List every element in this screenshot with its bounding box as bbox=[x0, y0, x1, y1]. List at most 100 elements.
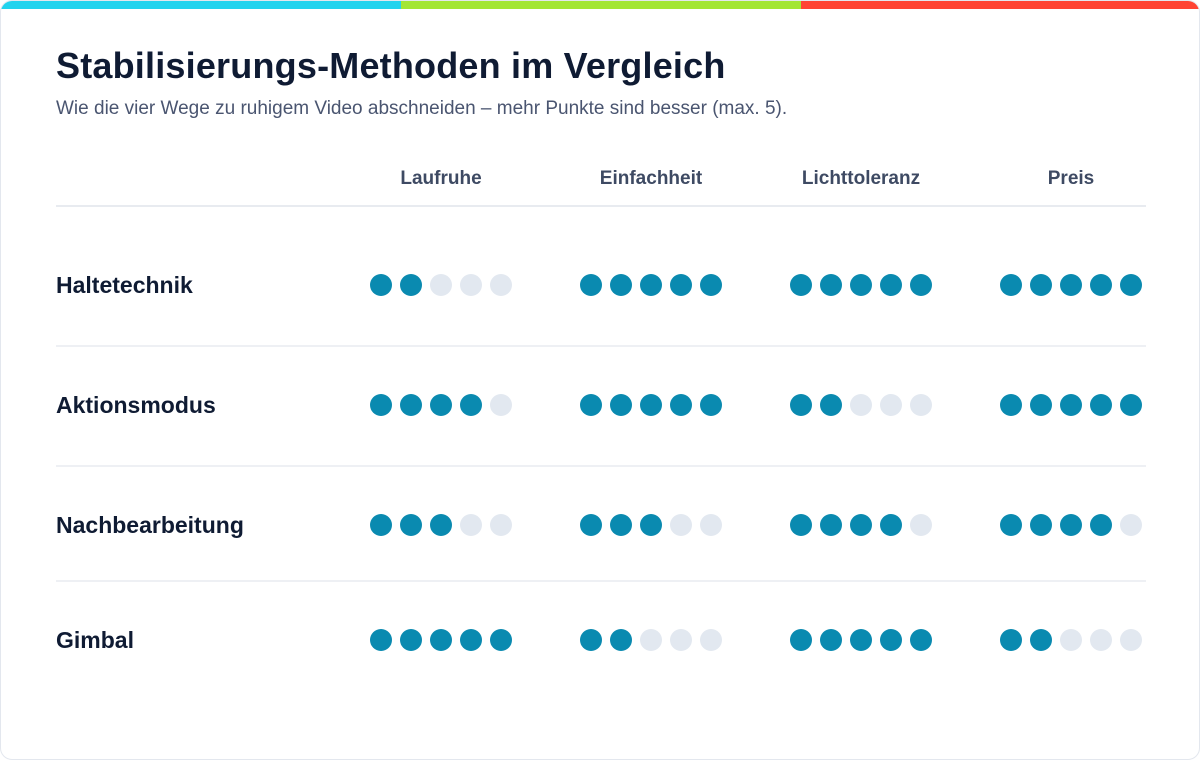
rating-dot-filled bbox=[400, 514, 422, 536]
rating-dot-filled bbox=[880, 514, 902, 536]
rating-einfachheit bbox=[546, 629, 756, 653]
page-subtitle: Wie die vier Wege zu ruhigem Video absch… bbox=[56, 98, 788, 119]
rating-dot-empty bbox=[670, 514, 692, 536]
rating-dot-filled bbox=[1060, 394, 1082, 416]
rating-dot-filled bbox=[820, 274, 842, 296]
accent-segment-red bbox=[801, 1, 1199, 9]
rating-dot-filled bbox=[460, 394, 482, 416]
column-header-laufruhe: Laufruhe bbox=[400, 168, 482, 189]
table-row: Gimbal bbox=[56, 582, 1146, 697]
rating-dot-filled bbox=[370, 274, 392, 296]
rating-dot-filled bbox=[580, 514, 602, 536]
rating-dot-filled bbox=[910, 274, 932, 296]
rating-dot-filled bbox=[610, 274, 632, 296]
rating-lichttoleranz bbox=[756, 514, 966, 538]
rating-dot-filled bbox=[670, 394, 692, 416]
rating-dot-empty bbox=[850, 394, 872, 416]
rating-dot-empty bbox=[700, 629, 722, 651]
rating-dot-filled bbox=[880, 629, 902, 651]
rating-dot-filled bbox=[1090, 514, 1112, 536]
rating-dot-filled bbox=[1090, 274, 1112, 296]
table-row: Haltetechnik bbox=[56, 207, 1146, 347]
rating-dot-filled bbox=[400, 394, 422, 416]
rating-einfachheit bbox=[546, 394, 756, 418]
rating-dot-empty bbox=[460, 514, 482, 536]
rating-dot-filled bbox=[850, 514, 872, 536]
rating-dot-empty bbox=[700, 514, 722, 536]
rating-laufruhe bbox=[336, 274, 546, 298]
column-header-lichttoleranz: Lichttoleranz bbox=[801, 168, 921, 189]
table-row: Nachbearbeitung bbox=[56, 467, 1146, 582]
rating-dot-filled bbox=[1030, 394, 1052, 416]
rating-dot-filled bbox=[610, 514, 632, 536]
rating-dot-filled bbox=[610, 629, 632, 651]
rating-dot-filled bbox=[820, 394, 842, 416]
rating-dot-filled bbox=[370, 394, 392, 416]
rating-dot-empty bbox=[490, 514, 512, 536]
accent-segment-green bbox=[401, 1, 801, 9]
rating-dot-empty bbox=[640, 629, 662, 651]
rating-dot-filled bbox=[670, 274, 692, 296]
rating-dot-filled bbox=[580, 394, 602, 416]
rating-dot-filled bbox=[700, 274, 722, 296]
rating-dot-filled bbox=[1030, 274, 1052, 296]
table-header: Laufruhe Einfachheit Lichttoleranz Preis bbox=[56, 151, 1146, 207]
accent-bar bbox=[1, 1, 1199, 9]
rating-dot-filled bbox=[1120, 394, 1142, 416]
rating-dot-filled bbox=[1060, 514, 1082, 536]
rating-dot-filled bbox=[1090, 394, 1112, 416]
table-row: Aktionsmodus bbox=[56, 347, 1146, 467]
column-header-einfachheit: Einfachheit bbox=[599, 168, 703, 189]
rating-dot-empty bbox=[460, 274, 482, 296]
rating-einfachheit bbox=[546, 274, 756, 298]
rating-dot-filled bbox=[460, 629, 482, 651]
rating-dot-filled bbox=[640, 274, 662, 296]
rating-dot-filled bbox=[1000, 394, 1022, 416]
rating-preis bbox=[966, 514, 1176, 538]
rating-dot-filled bbox=[790, 629, 812, 651]
rating-dot-filled bbox=[640, 514, 662, 536]
rating-dot-filled bbox=[400, 629, 422, 651]
rating-dot-filled bbox=[850, 274, 872, 296]
rating-dot-filled bbox=[400, 274, 422, 296]
rating-dot-empty bbox=[1060, 629, 1082, 651]
accent-segment-cyan bbox=[1, 1, 401, 9]
rating-dot-filled bbox=[790, 514, 812, 536]
rating-dot-empty bbox=[1120, 629, 1142, 651]
rating-dot-filled bbox=[1060, 274, 1082, 296]
rating-dot-filled bbox=[1030, 629, 1052, 651]
rating-dot-filled bbox=[880, 274, 902, 296]
rating-dot-filled bbox=[430, 394, 452, 416]
rating-dot-filled bbox=[370, 514, 392, 536]
rating-dot-filled bbox=[580, 629, 602, 651]
rating-preis bbox=[966, 394, 1176, 418]
rating-dot-empty bbox=[430, 274, 452, 296]
rating-dot-filled bbox=[1000, 514, 1022, 536]
rating-dot-empty bbox=[1120, 514, 1142, 536]
rating-preis bbox=[966, 629, 1176, 653]
column-header-preis: Preis bbox=[1047, 168, 1095, 189]
rating-dot-filled bbox=[430, 629, 452, 651]
rating-dot-empty bbox=[490, 274, 512, 296]
rating-dot-filled bbox=[700, 394, 722, 416]
rating-dot-filled bbox=[610, 394, 632, 416]
rating-dot-filled bbox=[790, 394, 812, 416]
rating-laufruhe bbox=[336, 394, 546, 418]
rating-dot-filled bbox=[640, 394, 662, 416]
rating-laufruhe bbox=[336, 514, 546, 538]
row-label-haltetechnik: Haltetechnik bbox=[56, 272, 193, 298]
rating-lichttoleranz bbox=[756, 394, 966, 418]
rating-dot-empty bbox=[910, 394, 932, 416]
rating-dot-filled bbox=[430, 514, 452, 536]
rating-dot-filled bbox=[490, 629, 512, 651]
rating-laufruhe bbox=[336, 629, 546, 653]
rating-dot-empty bbox=[490, 394, 512, 416]
row-label-aktionsmodus: Aktionsmodus bbox=[56, 392, 216, 418]
rating-dot-filled bbox=[370, 629, 392, 651]
rating-dot-filled bbox=[790, 274, 812, 296]
rating-dot-filled bbox=[1120, 274, 1142, 296]
rating-dot-empty bbox=[1090, 629, 1112, 651]
rating-lichttoleranz bbox=[756, 629, 966, 653]
rating-dot-empty bbox=[670, 629, 692, 651]
